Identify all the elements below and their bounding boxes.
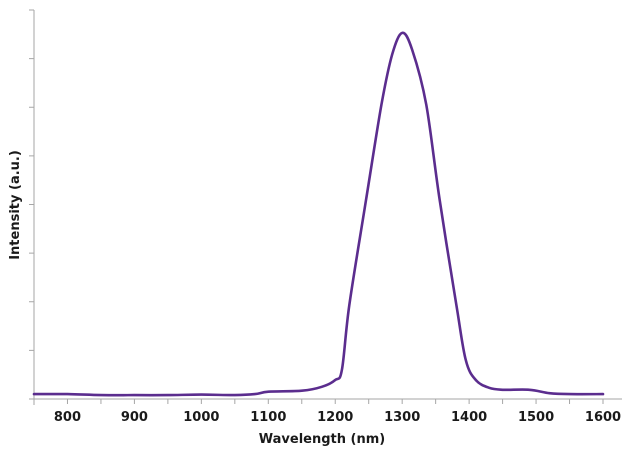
x-tick-label: 900: [121, 410, 148, 425]
x-tick-label: 1600: [585, 410, 621, 425]
x-tick-labels: 800 900 1000 1100 1200 1300 1400 1500 1600: [54, 410, 621, 425]
y-axis-title: Intensity (a.u.): [8, 150, 23, 260]
x-tick-label: 1500: [518, 410, 554, 425]
x-axis-title: Wavelength (nm): [259, 432, 385, 447]
y-axis: [29, 9, 35, 405]
x-tick-label: 1200: [317, 410, 353, 425]
x-tick-label: 800: [54, 410, 81, 425]
x-tick-label: 1100: [250, 410, 286, 425]
x-tick-label: 1300: [384, 410, 420, 425]
x-axis: [33, 398, 622, 404]
x-tick-label: 1400: [451, 410, 487, 425]
x-tick-label: 1000: [183, 410, 219, 425]
spectrum-line: [32, 31, 605, 397]
